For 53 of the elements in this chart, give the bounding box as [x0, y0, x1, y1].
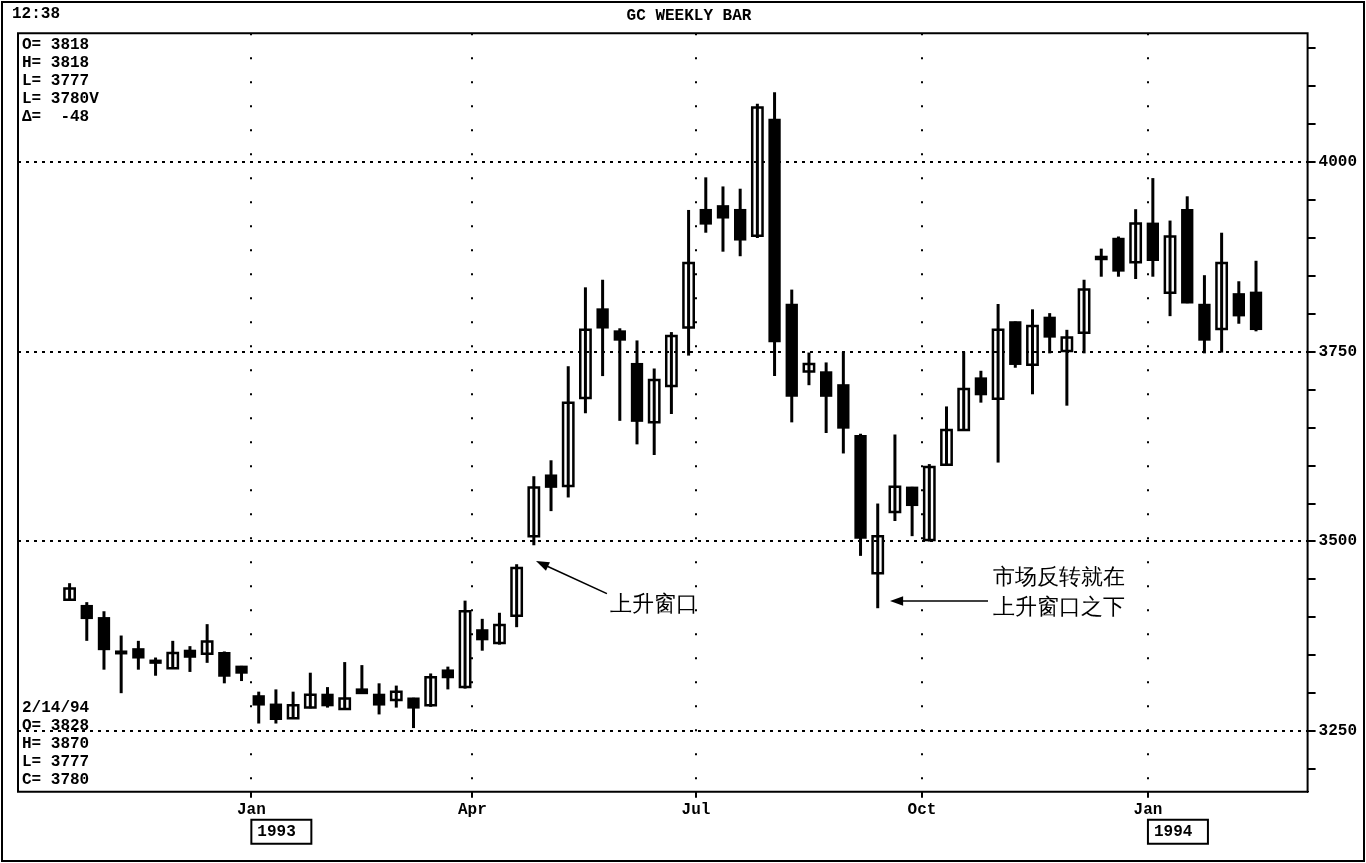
x-tick-label: Jan: [236, 801, 266, 820]
candlestick: [888, 434, 902, 521]
candlestick: [200, 624, 214, 663]
y-tick-label: 4000: [1318, 153, 1357, 172]
candlestick: [389, 685, 403, 708]
candlestick: [1129, 209, 1143, 279]
candlestick: [940, 406, 953, 467]
candlestick: [407, 697, 420, 730]
y-tick-label: 3250: [1318, 722, 1357, 741]
candlestick: [286, 691, 300, 720]
x-tick-label: Apr: [458, 801, 487, 820]
candlestick: [1094, 248, 1108, 277]
candlestick: [424, 673, 438, 707]
candlestick: [905, 485, 919, 538]
candlestick: [441, 666, 455, 690]
candlestick: [1163, 220, 1177, 318]
candlestick: [716, 186, 730, 252]
text: 12:38: [12, 5, 61, 24]
candlestick: [183, 646, 197, 672]
candlestick: [269, 689, 283, 724]
candlestick: [699, 177, 712, 233]
candlestick: [647, 368, 661, 455]
candlestick: [613, 328, 626, 421]
x-tick-label: Jan: [1133, 801, 1163, 820]
candlestick: [115, 635, 128, 695]
y-tick-label: 3500: [1318, 532, 1357, 551]
candlestick: [476, 617, 489, 651]
candlestick: [321, 687, 334, 708]
chart-title: GC WEEKLY BAR: [626, 6, 752, 25]
candlestick: [80, 602, 93, 641]
candlestick: [544, 460, 558, 513]
annotation: 市场反转就在上升窗口之下: [992, 564, 1125, 620]
candlestick: [561, 366, 575, 498]
x-tick-label: Jul: [681, 801, 711, 820]
x-tick-label: Oct: [907, 801, 937, 820]
candlestick: [802, 352, 816, 387]
candlestick: [974, 369, 988, 403]
annotation: 上升窗口: [609, 590, 698, 616]
candlestick: [1232, 281, 1245, 324]
candlestick: [338, 662, 352, 711]
candlestick: [149, 657, 162, 676]
annotation: 2/14/94 O= 3828 H= 3870 L= 3777 C= 3780: [22, 698, 90, 789]
text: 1993: [257, 822, 296, 841]
candlestick: [372, 683, 386, 715]
candlestick: [493, 611, 506, 645]
text: 1994: [1153, 822, 1193, 841]
annotation: O= 3818 H= 3818 L= 3777 L= 3780V Δ= -48: [22, 36, 100, 127]
candlestick: [303, 672, 317, 709]
candlestick: [166, 639, 180, 670]
candlestick: [510, 564, 524, 629]
candlestick: [132, 639, 145, 670]
candlestick: [355, 665, 369, 695]
y-tick-label: 3750: [1318, 342, 1357, 361]
